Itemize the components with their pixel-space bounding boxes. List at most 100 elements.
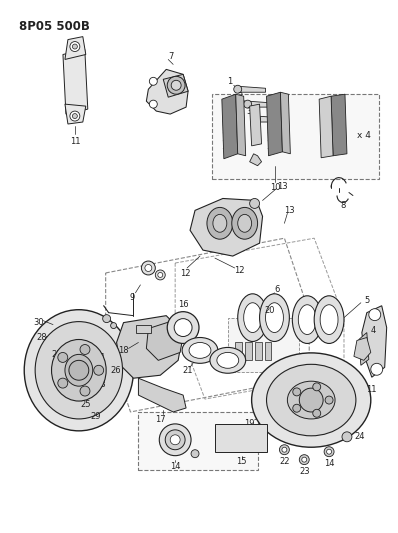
Text: 25: 25 <box>80 400 91 408</box>
Polygon shape <box>250 154 261 166</box>
Ellipse shape <box>189 343 211 358</box>
Circle shape <box>70 42 80 52</box>
Text: 4: 4 <box>371 326 376 335</box>
Polygon shape <box>139 378 186 412</box>
Circle shape <box>103 314 111 322</box>
Text: 2: 2 <box>237 92 242 101</box>
Circle shape <box>149 100 157 108</box>
Circle shape <box>58 352 68 362</box>
Circle shape <box>325 396 333 404</box>
Text: 24: 24 <box>354 432 365 441</box>
Ellipse shape <box>244 303 261 333</box>
Polygon shape <box>65 104 86 124</box>
Circle shape <box>244 100 252 108</box>
Polygon shape <box>359 333 369 365</box>
Circle shape <box>167 76 185 94</box>
Text: 13: 13 <box>284 206 295 215</box>
Text: 8: 8 <box>340 201 346 210</box>
Bar <box>245 343 252 360</box>
Ellipse shape <box>238 214 252 232</box>
Text: 15: 15 <box>236 457 247 466</box>
Text: 14: 14 <box>170 462 180 471</box>
Circle shape <box>342 432 352 442</box>
Polygon shape <box>354 337 371 360</box>
Polygon shape <box>248 101 275 107</box>
Bar <box>139 412 258 470</box>
Circle shape <box>293 404 301 412</box>
Bar <box>215 424 267 451</box>
Text: 13: 13 <box>277 182 288 191</box>
Text: 21: 21 <box>96 353 106 362</box>
Circle shape <box>313 409 321 417</box>
Circle shape <box>141 261 155 275</box>
Circle shape <box>279 445 289 455</box>
Ellipse shape <box>213 214 227 232</box>
Text: 18: 18 <box>119 346 129 355</box>
Circle shape <box>145 264 152 271</box>
Circle shape <box>282 447 287 452</box>
Text: 21: 21 <box>183 366 193 375</box>
Bar <box>212 94 379 179</box>
Circle shape <box>170 435 180 445</box>
Text: 28: 28 <box>36 333 47 342</box>
Text: 19: 19 <box>244 419 255 429</box>
Ellipse shape <box>259 294 289 342</box>
Circle shape <box>94 365 103 375</box>
Circle shape <box>171 80 181 90</box>
Polygon shape <box>319 96 333 158</box>
Ellipse shape <box>320 305 338 335</box>
Bar <box>265 343 271 360</box>
Circle shape <box>299 388 323 412</box>
Text: 14: 14 <box>324 459 334 468</box>
Ellipse shape <box>24 310 133 431</box>
Text: 28: 28 <box>96 379 106 389</box>
Text: 28: 28 <box>68 366 78 375</box>
Polygon shape <box>163 74 188 97</box>
Text: 30: 30 <box>33 318 44 327</box>
Circle shape <box>159 424 191 456</box>
Circle shape <box>111 322 117 328</box>
Text: 12: 12 <box>180 270 190 278</box>
Text: 6: 6 <box>275 285 280 294</box>
Polygon shape <box>146 69 188 114</box>
Text: 17: 17 <box>155 415 166 424</box>
Polygon shape <box>331 94 347 156</box>
Text: 27: 27 <box>51 350 62 359</box>
Text: 9: 9 <box>130 293 135 302</box>
Bar <box>255 343 261 360</box>
Text: 11: 11 <box>367 385 377 394</box>
Text: 12: 12 <box>234 266 245 276</box>
Circle shape <box>70 111 80 121</box>
Polygon shape <box>63 50 88 114</box>
Polygon shape <box>236 94 246 156</box>
Circle shape <box>253 115 261 123</box>
Circle shape <box>313 383 321 391</box>
Polygon shape <box>117 316 183 378</box>
Circle shape <box>293 388 301 396</box>
Circle shape <box>369 309 381 321</box>
Ellipse shape <box>35 321 123 419</box>
Polygon shape <box>267 92 283 156</box>
Circle shape <box>72 44 77 49</box>
Ellipse shape <box>210 348 246 373</box>
Polygon shape <box>281 92 291 154</box>
Circle shape <box>327 449 332 454</box>
Text: 20: 20 <box>264 306 275 315</box>
Text: 7: 7 <box>168 52 174 61</box>
Text: 16: 16 <box>178 300 188 309</box>
Polygon shape <box>257 116 285 122</box>
Circle shape <box>158 272 163 277</box>
Ellipse shape <box>232 207 258 239</box>
Ellipse shape <box>182 337 218 364</box>
Circle shape <box>324 447 334 457</box>
Bar <box>235 343 242 360</box>
Text: 11: 11 <box>70 138 80 147</box>
Ellipse shape <box>267 365 356 436</box>
Polygon shape <box>190 198 263 256</box>
Bar <box>228 318 299 372</box>
Circle shape <box>80 344 90 354</box>
Ellipse shape <box>51 340 106 401</box>
Text: 29: 29 <box>90 413 101 422</box>
Ellipse shape <box>298 305 316 335</box>
Text: 3: 3 <box>246 107 252 116</box>
